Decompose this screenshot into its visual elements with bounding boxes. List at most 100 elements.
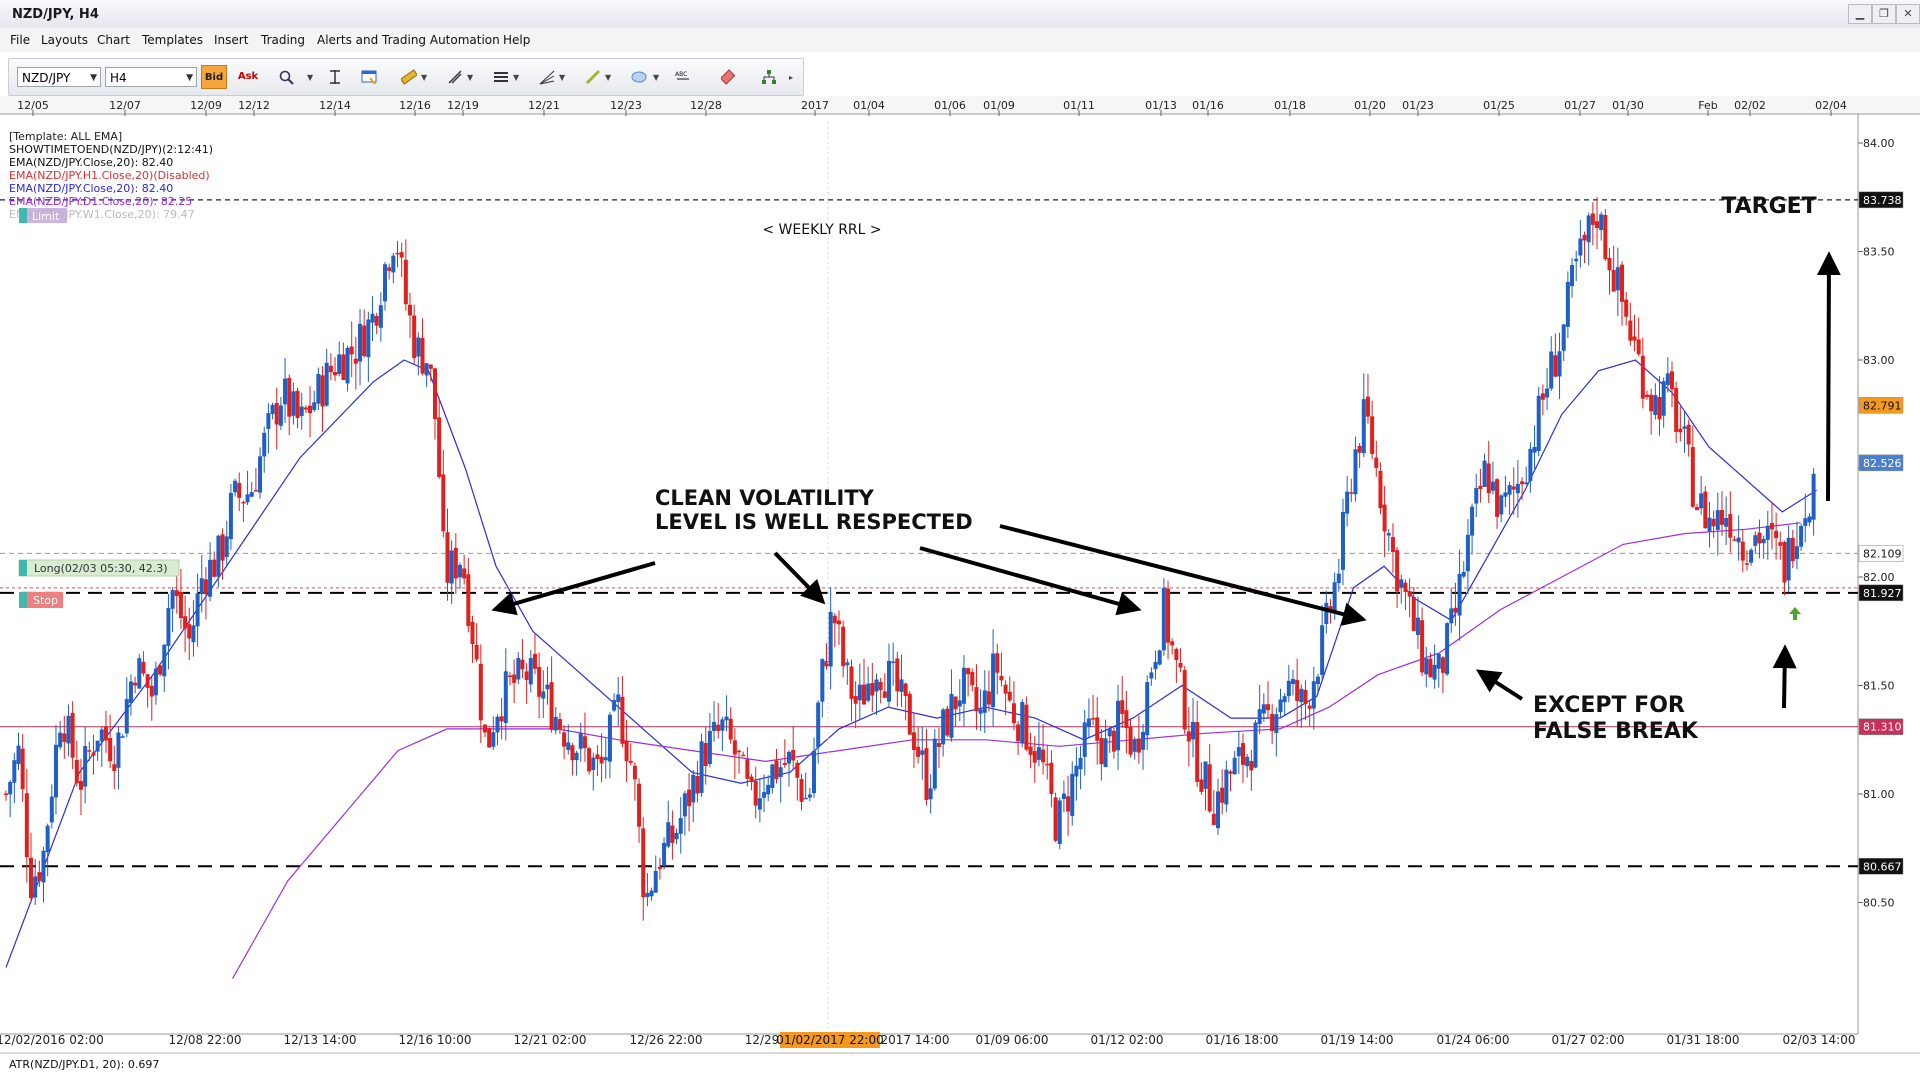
pencil-icon[interactable] — [585, 69, 601, 85]
candle-up — [528, 658, 533, 685]
fibonacci-fan-icon[interactable] — [539, 69, 555, 85]
candle-down — [78, 780, 83, 790]
candle-up — [262, 432, 267, 457]
chevron-down-icon[interactable]: ▼ — [559, 73, 566, 82]
hierarchy-icon[interactable] — [761, 69, 777, 85]
candle-down — [333, 372, 338, 376]
candle-up — [137, 658, 142, 689]
candle-down — [1649, 394, 1654, 412]
menu-file[interactable]: File — [10, 33, 31, 47]
candle-down — [1099, 738, 1104, 765]
cursor-icon[interactable] — [327, 69, 343, 85]
legend-timer: SHOWTIMETOEND(NZD/JPY)(2:12:41) — [9, 143, 213, 156]
candle-down — [657, 867, 662, 870]
candle-up — [1340, 511, 1345, 570]
symbol-select[interactable]: NZD/JPY ▼ — [17, 67, 101, 87]
top-date-label: Feb — [1698, 99, 1717, 112]
candle-up — [41, 850, 46, 883]
candle-down — [970, 672, 975, 686]
menu-chart[interactable]: Chart — [97, 33, 130, 47]
candle-up — [1507, 485, 1512, 495]
menu-templates[interactable]: Templates — [142, 33, 204, 47]
menu-trading[interactable]: Trading — [261, 33, 306, 47]
price-chart[interactable]: 12/05 12/07 12/09 12/12 12/14 12/16 12/19 12/21… — [0, 96, 1920, 1080]
candle-down — [183, 616, 188, 629]
candle-up — [1320, 625, 1325, 675]
candle-up — [961, 667, 966, 704]
candle-up — [1324, 602, 1329, 625]
candle-down — [1611, 270, 1616, 292]
candle-up — [1532, 446, 1537, 453]
chevron-down-icon[interactable]: ▼ — [513, 73, 520, 82]
bottom-date-label: 12/08 22:00 — [169, 1033, 242, 1047]
toolbar-overflow-icon[interactable]: ▸ — [789, 73, 794, 82]
candle-down — [428, 364, 433, 369]
eraser-icon[interactable] — [721, 69, 737, 85]
horizontal-lines-icon[interactable] — [493, 69, 509, 85]
candle-down — [953, 696, 958, 710]
candle-down — [824, 661, 829, 667]
candle-up — [828, 611, 833, 667]
candle-up — [1515, 483, 1520, 494]
top-date-label: 12/16 — [399, 99, 431, 112]
top-date-label: 2017 — [801, 99, 829, 112]
chevron-down-icon[interactable]: ▼ — [421, 73, 428, 82]
stop-order-tag[interactable] — [19, 592, 63, 608]
limit-order-tag[interactable] — [19, 208, 67, 223]
top-date-label: 01/06 — [934, 99, 966, 112]
bid-button[interactable]: Bid — [201, 65, 227, 89]
candle-up — [1245, 756, 1250, 767]
candle-down — [882, 691, 887, 698]
chevron-down-icon[interactable]: ▼ — [653, 73, 660, 82]
candle-down — [1124, 710, 1129, 728]
candle-down — [432, 368, 437, 420]
timeframe-select[interactable]: H4 ▼ — [105, 67, 197, 87]
candle-up — [1232, 757, 1237, 775]
candle-down — [1370, 416, 1375, 454]
candle-up — [1599, 214, 1604, 231]
close-button[interactable]: ✕ — [1896, 4, 1920, 24]
price-marker-box — [1858, 545, 1904, 562]
properties-icon[interactable] — [361, 69, 377, 85]
candle-up — [1807, 516, 1812, 523]
zoom-icon[interactable] — [279, 69, 295, 85]
chart-canvas[interactable]: 12/05 12/07 12/09 12/12 12/14 12/16 12/19 12/21… — [0, 96, 1920, 1080]
minimize-button[interactable]: ▁ — [1848, 4, 1872, 24]
candle-down — [1120, 700, 1125, 714]
candle-down — [870, 682, 875, 696]
candle-up — [1036, 747, 1041, 760]
trendline-icon[interactable] — [447, 69, 463, 85]
chevron-down-icon[interactable]: ▼ — [307, 73, 314, 82]
menu-alerts[interactable]: Alerts and Trading Automation — [317, 33, 500, 47]
menu-help[interactable]: Help — [503, 33, 531, 47]
candle-up — [1145, 682, 1150, 736]
candle-down — [145, 674, 150, 688]
menu-layouts[interactable]: Layouts — [41, 33, 89, 47]
weekly-rrl-label: < WEEKLY RRL > — [762, 222, 881, 238]
candle-down — [353, 358, 358, 364]
restore-button[interactable]: ❐ — [1872, 4, 1896, 24]
candle-down — [986, 691, 991, 705]
ask-button[interactable]: Ask — [237, 71, 259, 82]
bottom-date-label: 2017 14:00 — [881, 1033, 950, 1047]
candle-down — [695, 776, 700, 794]
candle-down — [1774, 530, 1779, 539]
candle-down — [749, 776, 754, 782]
candle-up — [1153, 661, 1158, 670]
candle-up — [166, 608, 171, 646]
top-date-label: 12/19 — [447, 99, 479, 112]
text-label-icon[interactable]: ABC — [675, 69, 691, 85]
candle-down — [1378, 470, 1383, 509]
candle-up — [1132, 739, 1137, 752]
chevron-down-icon[interactable]: ▼ — [605, 73, 612, 82]
ruler-icon[interactable] — [401, 69, 417, 85]
ellipse-icon[interactable] — [631, 69, 647, 85]
menu-insert[interactable]: Insert — [214, 33, 249, 47]
candle-down — [220, 534, 225, 561]
candle-down — [1540, 393, 1545, 400]
candle-up — [874, 679, 879, 692]
candle-down — [861, 684, 866, 705]
chevron-down-icon[interactable]: ▼ — [467, 73, 474, 82]
candle-up — [541, 691, 546, 699]
candle-up — [195, 593, 200, 627]
